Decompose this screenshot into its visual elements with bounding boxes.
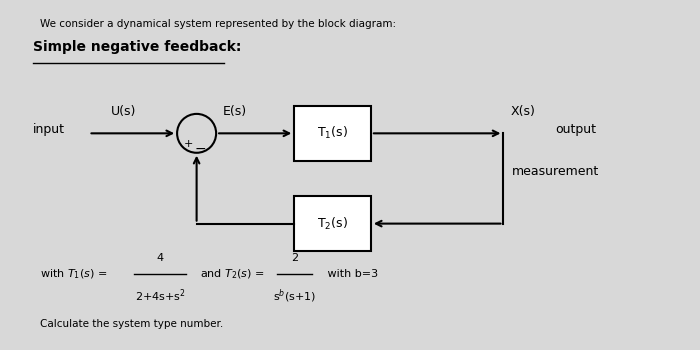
Text: Simple negative feedback:: Simple negative feedback: — [33, 40, 241, 54]
FancyBboxPatch shape — [294, 196, 371, 251]
Text: s$^b$(s+1): s$^b$(s+1) — [273, 287, 316, 305]
Text: Calculate the system type number.: Calculate the system type number. — [40, 319, 223, 329]
Text: We consider a dynamical system represented by the block diagram:: We consider a dynamical system represent… — [40, 19, 396, 29]
Text: 2: 2 — [290, 253, 298, 263]
Text: T$_2$(s): T$_2$(s) — [317, 216, 348, 232]
Text: with b=3: with b=3 — [323, 269, 377, 279]
Text: output: output — [556, 123, 596, 136]
Text: 4: 4 — [156, 253, 164, 263]
Text: input: input — [33, 123, 65, 136]
Text: +: + — [183, 139, 193, 149]
Text: measurement: measurement — [512, 165, 599, 178]
Text: X(s): X(s) — [510, 105, 536, 118]
Text: E(s): E(s) — [223, 105, 247, 118]
Text: with $T_1(s)$ =: with $T_1(s)$ = — [40, 267, 107, 281]
Text: and $T_2(s)$ =: and $T_2(s)$ = — [200, 267, 265, 281]
Text: −: − — [195, 141, 206, 155]
Text: U(s): U(s) — [111, 105, 136, 118]
FancyBboxPatch shape — [294, 106, 371, 161]
Text: T$_1$(s): T$_1$(s) — [317, 125, 348, 141]
Text: 2+4s+s$^2$: 2+4s+s$^2$ — [134, 287, 186, 304]
